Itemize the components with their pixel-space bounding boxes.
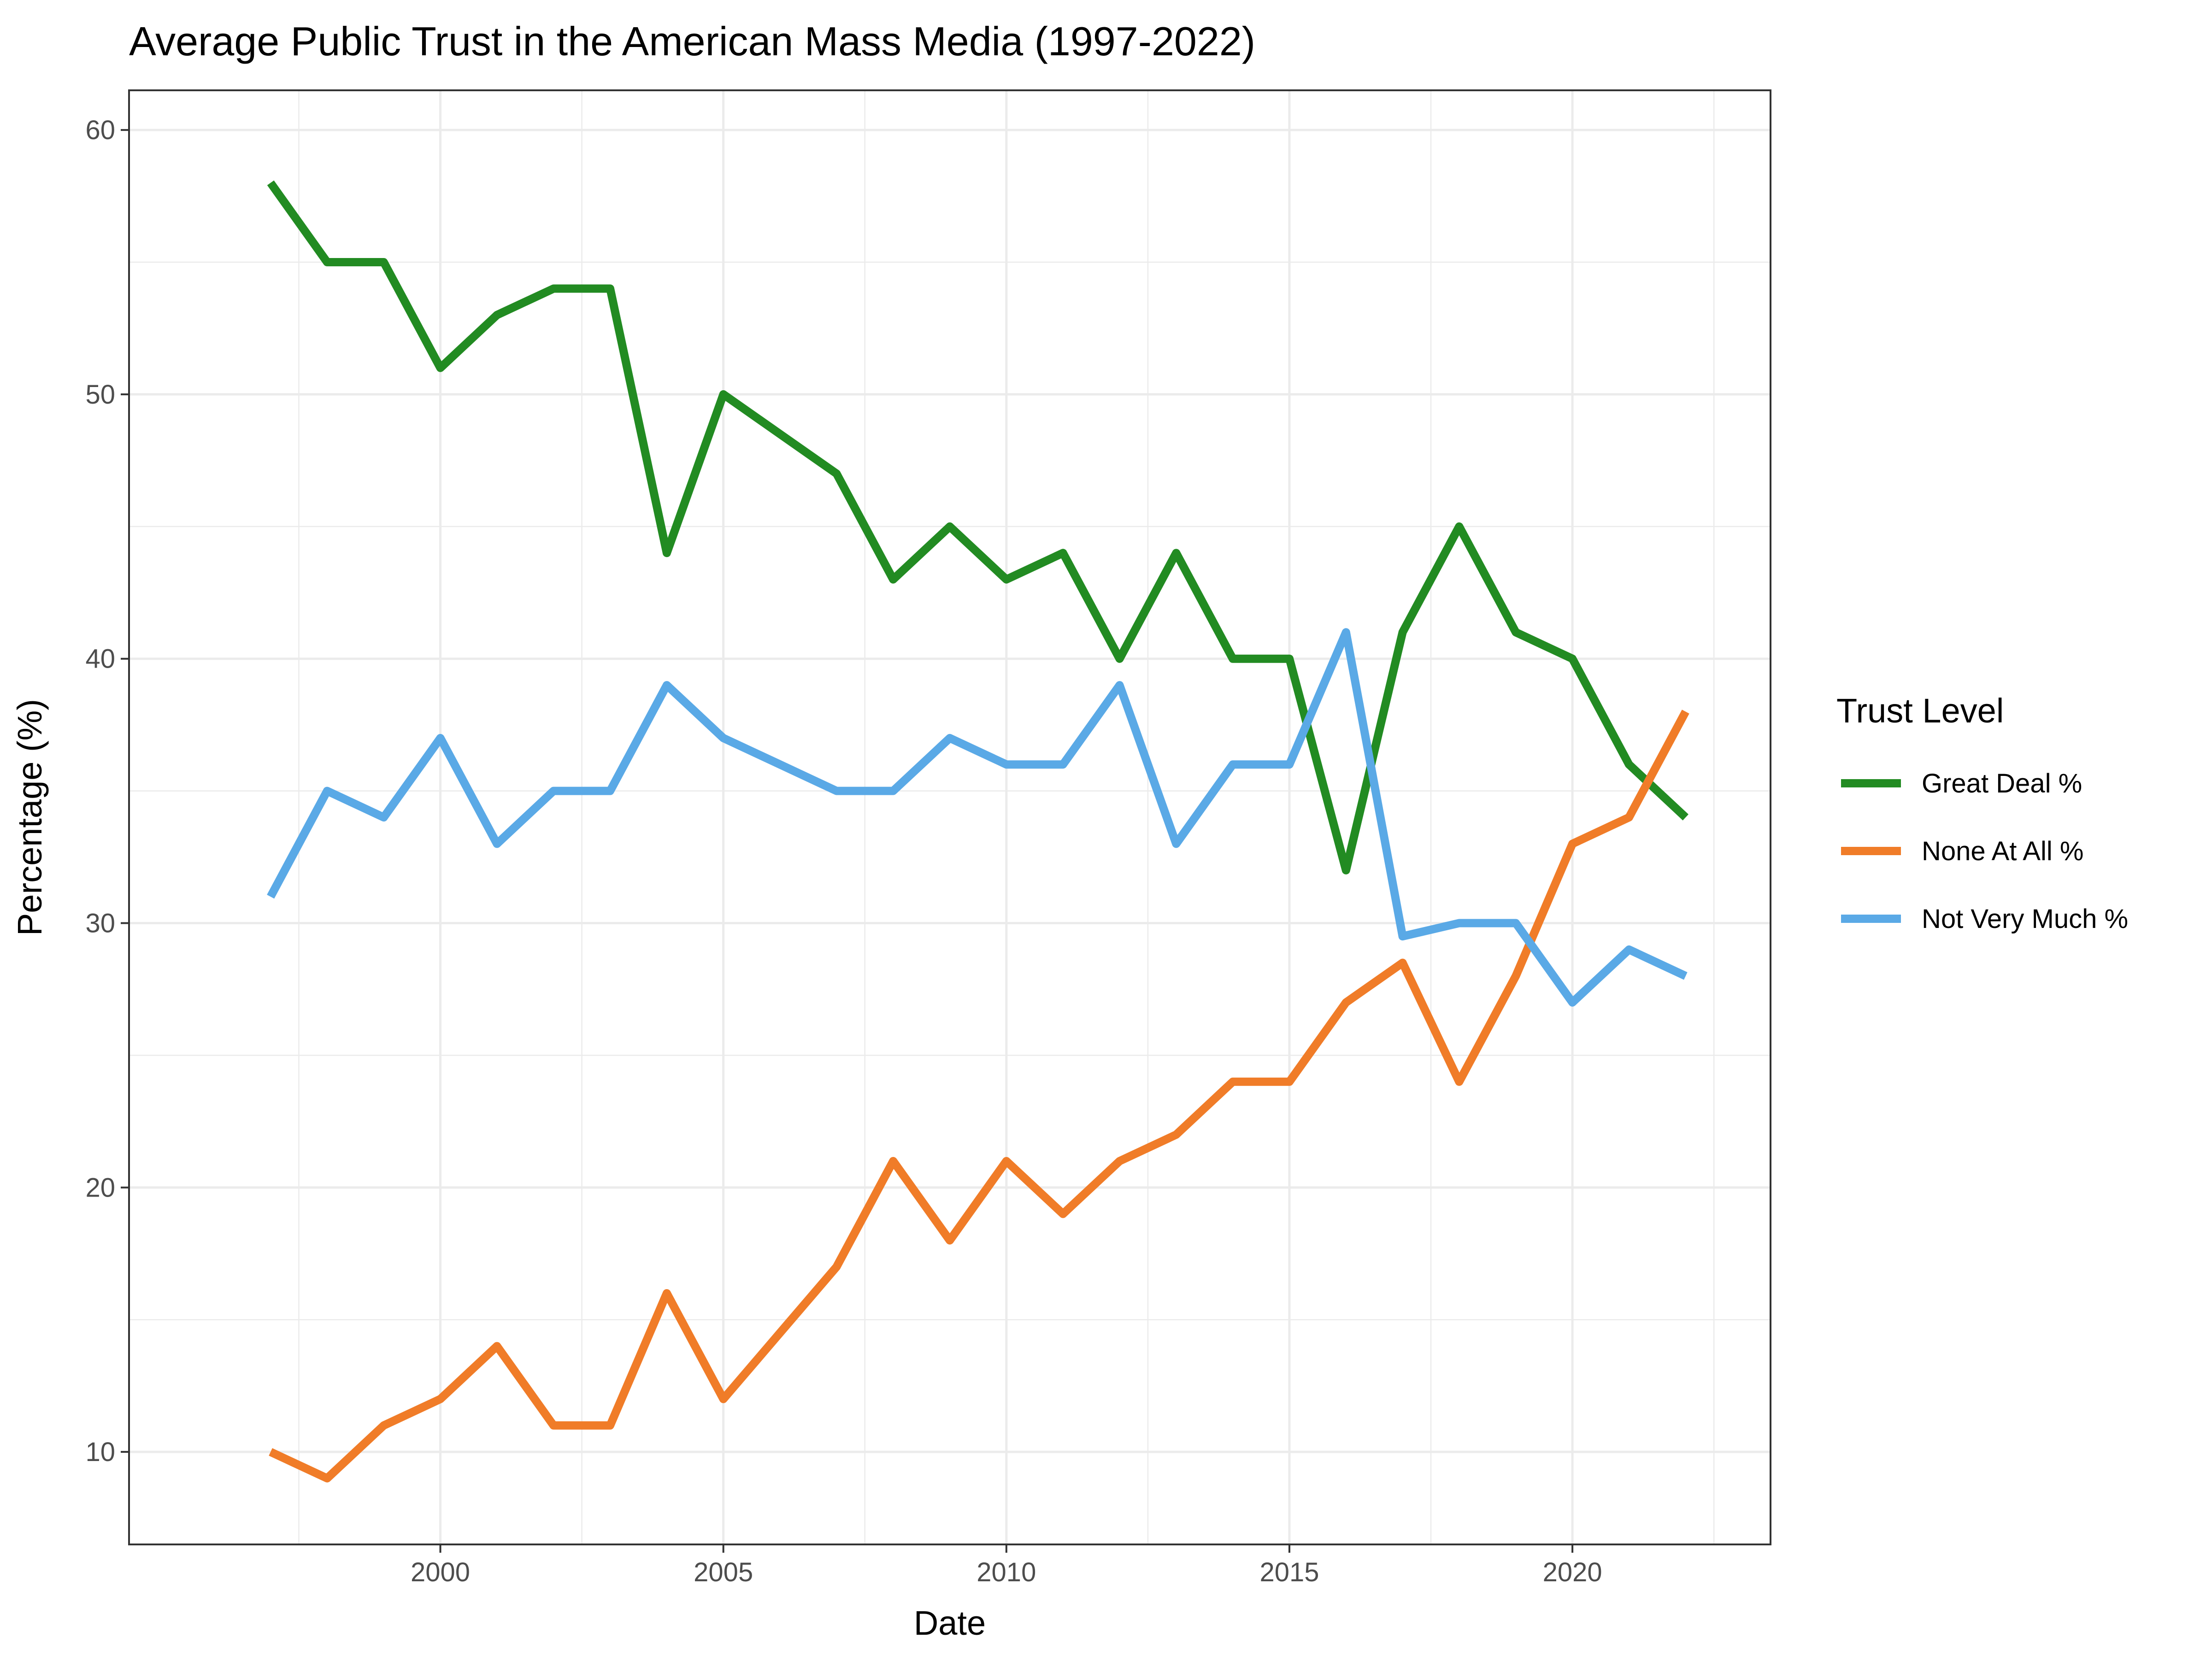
series-lines bbox=[267, 180, 1689, 1483]
series-line-not-very-much bbox=[267, 628, 1688, 1007]
axes: 2000 2005 2010 2015 2020 10 20 30 40 50 60 bbox=[85, 115, 1602, 1587]
chart-title: Average Public Trust in the American Mas… bbox=[129, 18, 1255, 64]
x-tick-label: 2000 bbox=[411, 1557, 470, 1587]
y-tick-label: 10 bbox=[85, 1437, 115, 1467]
x-axis-title: Date bbox=[914, 1604, 986, 1642]
x-tick-label: 2015 bbox=[1259, 1557, 1319, 1587]
y-tick-label: 20 bbox=[85, 1173, 115, 1203]
legend-label-none-at-all: None At All % bbox=[1922, 836, 2083, 866]
plot-panel-border bbox=[128, 89, 1771, 1545]
y-axis-title: Percentage (%) bbox=[11, 699, 49, 936]
x-tick-label: 2020 bbox=[1543, 1557, 1602, 1587]
y-tick-label: 50 bbox=[85, 380, 115, 410]
legend-title: Trust Level bbox=[1836, 692, 2004, 730]
legend-label-not-very-much: Not Very Much % bbox=[1922, 904, 2128, 934]
legend: Trust Level Great Deal % None At All % Not… bbox=[1836, 692, 2128, 934]
x-tick-label: 2010 bbox=[977, 1557, 1036, 1587]
y-tick-label: 30 bbox=[85, 909, 115, 939]
x-tick-label: 2005 bbox=[694, 1557, 753, 1587]
grid bbox=[129, 90, 1771, 1544]
y-tick-label: 40 bbox=[85, 644, 115, 674]
legend-label-great-deal: Great Deal % bbox=[1922, 769, 2082, 798]
series-line-great-deal bbox=[267, 180, 1688, 875]
series-line-none-at-all bbox=[269, 710, 1689, 1483]
y-tick-label: 60 bbox=[85, 115, 115, 145]
